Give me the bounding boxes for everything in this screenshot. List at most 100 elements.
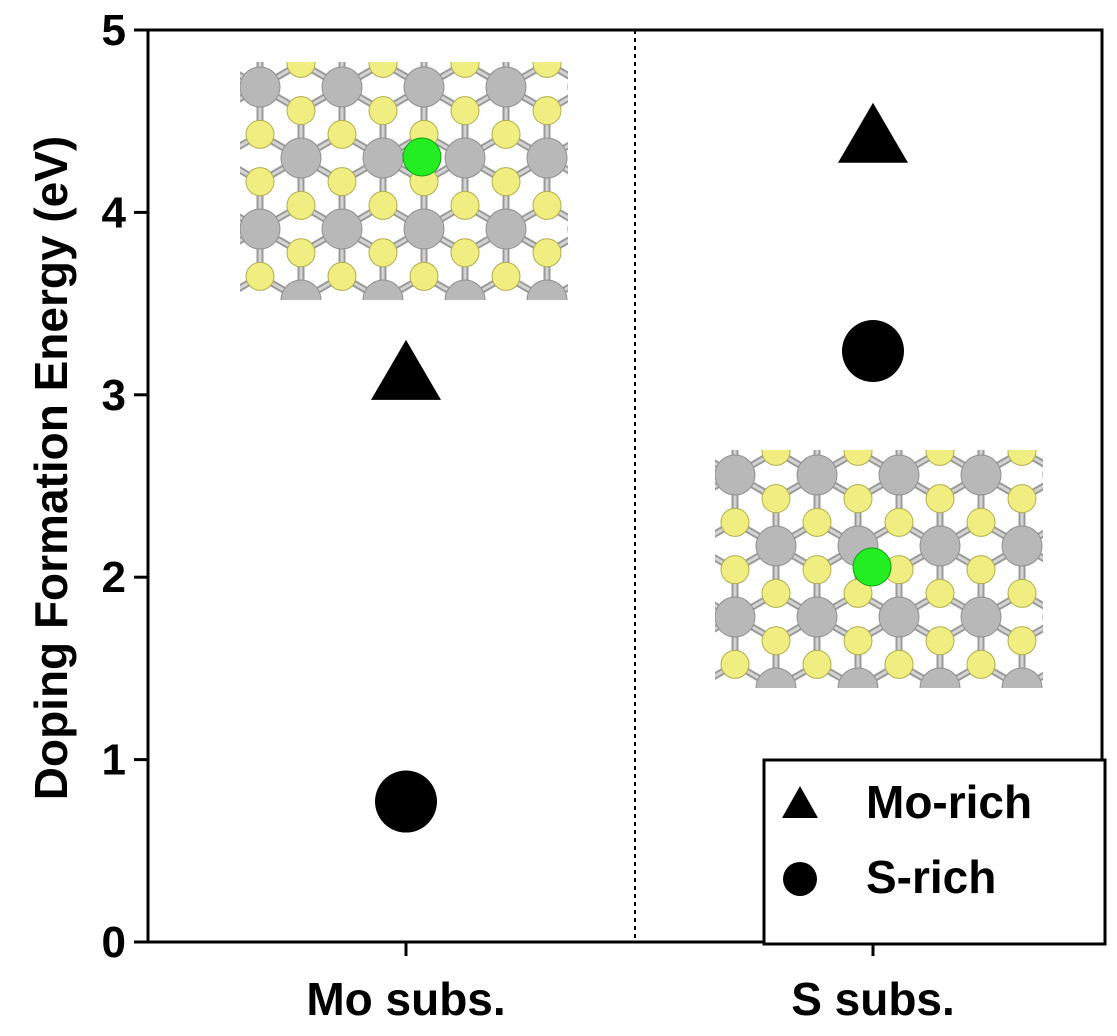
bond [1063,688,1104,712]
bond [1104,404,1117,428]
bond-highlight [612,806,653,830]
bond-highlight [1104,617,1117,641]
bond [817,735,858,759]
bond [981,404,1022,428]
dopant-atom [402,137,442,177]
sulfur-atom [967,414,995,442]
bond [670,87,711,111]
metal-atom [796,454,838,496]
bond [260,16,301,40]
bond-highlight [776,380,817,404]
bond [1063,593,1104,617]
bond-highlight [465,442,506,466]
sulfur-atom [656,310,684,338]
bond-highlight [629,63,670,87]
bond-highlight [137,371,178,395]
bond-highlight [694,380,735,404]
sulfur-atom [598,437,626,465]
sulfur-atom [803,698,831,726]
bond-highlight [694,806,735,830]
sulfur-atom [205,49,233,77]
sulfur-atom [450,62,480,78]
bond-highlight [752,134,793,158]
bond-highlight [981,404,1022,428]
sulfur-atom [532,96,562,126]
metal-atom [199,138,239,178]
bond-highlight [1063,522,1104,546]
bond [301,347,342,371]
bond [1104,593,1117,617]
bond-highlight [219,300,260,324]
metal-atom [322,351,362,391]
sulfur-atom [1007,626,1037,656]
bond [752,16,793,40]
sulfur-atom [721,840,749,868]
bond-highlight [588,0,629,16]
metal-atom [732,67,772,107]
bond [670,134,711,158]
bond-highlight [383,442,424,466]
metal-atom [362,137,404,179]
sulfur-atom [656,0,684,6]
metal-atom [158,67,198,107]
bond-highlight [1022,333,1063,357]
metal-atom [485,208,527,250]
bond [612,806,653,830]
bond-highlight [670,0,711,16]
metal-atom [117,138,157,178]
bond [653,333,694,357]
bond-highlight [937,686,940,688]
metal-atom [567,82,568,92]
sulfur-atom [164,310,192,338]
sulfur-atom [533,475,561,503]
sulfur-atom [598,627,626,655]
bond-highlight [1104,546,1117,570]
bond [612,688,653,712]
bond [899,380,940,404]
bond [612,380,653,404]
bond [571,735,612,759]
bond-highlight [137,134,178,158]
sulfur-atom [368,190,398,220]
bond-highlight [670,276,711,300]
sulfur-atom [1008,721,1036,749]
bond [424,0,465,16]
bond [670,229,711,253]
sulfur-atom [761,578,791,608]
bond-highlight [219,418,260,442]
bond-highlight [776,333,817,357]
bond [752,158,793,182]
sulfur-atom [532,190,562,220]
bond-highlight [424,0,465,16]
bond-highlight [178,16,219,40]
bond [1022,685,1029,688]
bond [588,205,629,229]
bond [899,735,940,759]
bond [612,546,653,570]
sulfur-atom [639,650,667,678]
bond-highlight [711,158,752,182]
bond-highlight [1104,404,1117,428]
metal-atom [444,279,486,300]
bond-highlight [342,347,383,371]
bond [588,371,629,395]
sulfur-atom [680,579,708,607]
bond [588,276,629,300]
bond-highlight [793,158,834,182]
sulfur-atom [697,97,725,125]
bond [424,418,465,442]
bond [752,347,793,371]
bond [424,442,465,466]
sulfur-atom [761,484,791,514]
bond-highlight [571,475,612,499]
sulfur-atom [779,97,807,125]
bond-highlight [817,735,858,759]
bond-highlight [301,418,342,442]
bond-highlight [1104,688,1117,712]
metal-atom [650,351,690,391]
bond-highlight [301,371,342,395]
sulfur-atom [639,508,667,536]
bond [752,418,793,442]
bond [547,297,554,300]
bond-highlight [1063,688,1104,712]
